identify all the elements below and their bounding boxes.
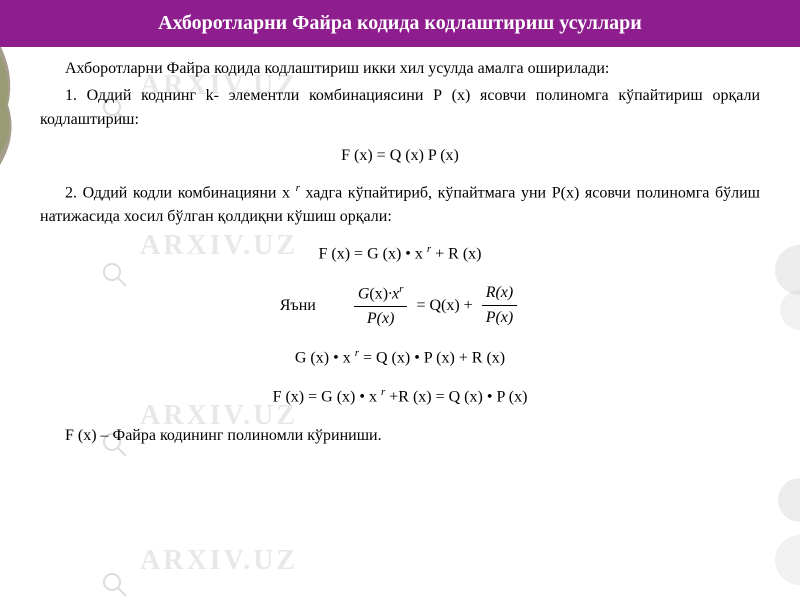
frac1-a: G bbox=[358, 285, 370, 302]
fraction-2: R(x) P(x) bbox=[482, 281, 518, 330]
fraction-2-denominator: P(x) bbox=[482, 306, 518, 330]
fraction-body: G(x)·xr P(x) = Q(x) + R(x) P(x) bbox=[351, 281, 520, 331]
fraction-1-numerator: G(x)·xr bbox=[354, 281, 408, 307]
item2-prefix: 2. Оддий кодли комбинацияни х bbox=[65, 184, 296, 201]
fraction-1: G(x)·xr P(x) bbox=[354, 281, 408, 331]
fraction-2-numerator: R(x) bbox=[482, 281, 518, 306]
fraction-equals: = Q(x) + bbox=[416, 294, 472, 318]
frac1-sup: r bbox=[399, 283, 403, 295]
decor-right-shape-2 bbox=[770, 470, 800, 600]
frac1-c: ·x bbox=[388, 285, 399, 302]
equation-1: F (x) = Q (x) P (x) bbox=[40, 144, 760, 168]
eq4-suffix: +R (x) = Q (x) • P (x) bbox=[385, 389, 527, 406]
method-2-text: 2. Оддий кодли комбинацияни х r хадга кў… bbox=[40, 180, 760, 229]
page-title: Ахборотларни Файра кодида кодлаштириш ус… bbox=[20, 12, 780, 35]
magnifier-icon bbox=[100, 570, 130, 600]
method-1-text: 1. Оддий коднинг k- элементли комбинация… bbox=[40, 84, 760, 132]
fraction-label: Яъни bbox=[280, 294, 316, 318]
equation-4: F (x) = G (x) • x r +R (x) = Q (x) • P (… bbox=[40, 384, 760, 409]
watermark-text: ARXIV.UZ bbox=[140, 545, 298, 577]
eq2-suffix: + R (x) bbox=[431, 246, 481, 263]
final-text: F (x) – Файра кодининг полиномли кўриниш… bbox=[40, 424, 760, 448]
text-content: Ахборотларни Файра кодида кодлаштириш ик… bbox=[40, 57, 760, 448]
eq3-suffix: = Q (x) • P (x) + R (x) bbox=[359, 349, 505, 366]
eq3-prefix: G (x) • x bbox=[295, 349, 355, 366]
fraction-1-denominator: P(x) bbox=[363, 307, 399, 331]
header-bar: Ахборотларни Файра кодида кодлаштириш ус… bbox=[0, 0, 800, 47]
eq2-prefix: F (x) = G (x) • x bbox=[318, 246, 426, 263]
equation-2: F (x) = G (x) • x r + R (x) bbox=[40, 241, 760, 266]
eq4-prefix: F (x) = G (x) • x bbox=[273, 389, 381, 406]
equation-3: G (x) • x r = Q (x) • P (x) + R (x) bbox=[40, 345, 760, 370]
fraction-equation: Яъни G(x)·xr P(x) = Q(x) + R(x) P(x) bbox=[40, 281, 760, 331]
frac1-b: (x) bbox=[369, 285, 388, 302]
content-area: Ахборотларни Файра кодида кодлаштириш ик… bbox=[0, 47, 800, 458]
intro-text: Ахборотларни Файра кодида кодлаштириш ик… bbox=[40, 57, 760, 81]
